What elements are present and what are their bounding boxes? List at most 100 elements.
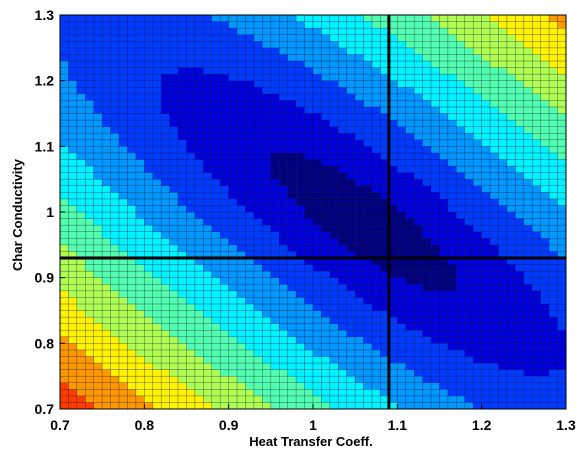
heatmap-cell xyxy=(228,132,238,141)
heatmap-cell xyxy=(194,349,204,357)
heatmap-cell xyxy=(228,218,238,226)
heatmap-cell xyxy=(295,192,305,200)
heatmap-cell xyxy=(548,211,558,219)
heatmap-cell xyxy=(397,86,407,95)
heatmap-cell xyxy=(515,310,525,318)
heatmap-cell xyxy=(557,277,567,285)
heatmap-cell xyxy=(456,218,466,226)
heatmap-cell xyxy=(456,159,466,167)
heatmap-cell xyxy=(557,178,567,186)
heatmap-cell xyxy=(464,238,474,246)
heatmap-cell xyxy=(211,67,221,75)
heatmap-cell xyxy=(532,152,541,160)
heatmap-cell xyxy=(287,369,297,377)
heatmap-cell xyxy=(338,41,347,49)
heatmap-cell xyxy=(363,119,373,127)
heatmap-cell xyxy=(338,382,347,390)
heatmap-cell xyxy=(532,310,541,318)
heatmap-cell xyxy=(228,375,238,383)
heatmap-cell xyxy=(304,165,314,173)
heatmap-cell xyxy=(76,146,86,154)
heatmap-cell xyxy=(481,54,491,62)
heatmap-cell xyxy=(76,290,86,298)
heatmap-cell xyxy=(253,185,263,193)
heatmap-cell xyxy=(135,356,145,364)
heatmap-cell xyxy=(236,100,246,108)
heatmap-cell xyxy=(447,310,457,318)
heatmap-cell xyxy=(127,277,137,285)
heatmap-cell xyxy=(321,14,331,22)
heatmap-cell xyxy=(346,34,356,42)
heatmap-cell xyxy=(118,27,128,35)
heatmap-cell xyxy=(270,362,280,370)
heatmap-cell xyxy=(236,382,246,390)
heatmap-cell xyxy=(152,231,162,239)
heatmap-cell xyxy=(354,119,364,127)
heatmap-cell xyxy=(160,270,170,278)
heatmap-cell xyxy=(118,67,128,75)
heatmap-cell xyxy=(354,211,364,219)
heatmap-cell xyxy=(447,362,457,370)
heatmap-cell xyxy=(456,185,466,193)
heatmap-cell xyxy=(329,47,339,55)
heatmap-cell xyxy=(557,126,567,134)
heatmap-cell xyxy=(262,178,272,186)
heatmap-cell xyxy=(253,93,263,101)
heatmap-cell xyxy=(321,402,331,410)
heatmap-cell xyxy=(422,146,432,154)
heatmap-cell xyxy=(253,316,263,324)
heatmap-cell xyxy=(430,231,440,239)
heatmap-cell xyxy=(177,303,187,311)
heatmap-cell xyxy=(160,316,170,324)
heatmap-cell xyxy=(506,54,516,62)
heatmap-cell xyxy=(135,21,145,29)
heatmap-cell xyxy=(93,349,103,357)
heatmap-cell xyxy=(464,126,474,134)
heatmap-cell xyxy=(321,264,331,272)
heatmap-cell xyxy=(236,159,246,167)
heatmap-cell xyxy=(101,343,111,351)
heatmap-cell xyxy=(169,113,179,121)
heatmap-cell xyxy=(422,47,432,55)
heatmap-cell xyxy=(270,165,280,173)
heatmap-cell xyxy=(304,146,314,154)
heatmap-cell xyxy=(194,67,204,75)
heatmap-cell xyxy=(203,126,213,134)
heatmap-cell xyxy=(489,277,499,285)
heatmap-cell xyxy=(236,395,246,403)
heatmap-cell xyxy=(262,159,272,167)
heatmap-cell xyxy=(456,178,466,186)
heatmap-cell xyxy=(135,60,145,68)
heatmap-cell xyxy=(85,21,94,29)
heatmap-cell xyxy=(160,60,170,68)
heatmap-cell xyxy=(321,336,331,344)
heatmap-cell xyxy=(59,395,69,403)
heatmap-cell xyxy=(295,205,305,213)
heatmap-cell xyxy=(152,100,162,108)
heatmap-cell xyxy=(464,139,474,147)
heatmap-cell xyxy=(144,329,154,338)
heatmap-cell xyxy=(295,41,305,49)
heatmap-cell xyxy=(304,316,314,324)
heatmap-cell xyxy=(456,270,466,278)
heatmap-cell xyxy=(118,205,128,213)
heatmap-cell xyxy=(354,132,364,141)
heatmap-cell xyxy=(489,192,499,200)
heatmap-cell xyxy=(219,192,229,200)
heatmap-cell xyxy=(346,132,356,141)
heatmap-cell xyxy=(532,67,541,75)
heatmap-cell xyxy=(262,54,272,62)
heatmap-cell xyxy=(219,343,229,351)
heatmap-cell xyxy=(262,67,272,75)
heatmap-cell xyxy=(413,211,423,219)
heatmap-cell xyxy=(211,356,221,364)
heatmap-cell xyxy=(177,146,187,154)
heatmap-cell xyxy=(489,106,499,114)
heatmap-cell xyxy=(135,362,145,370)
heatmap-cell xyxy=(85,389,94,397)
heatmap-cell xyxy=(447,277,457,285)
heatmap-cell xyxy=(118,336,128,344)
heatmap-cell xyxy=(203,382,213,390)
heatmap-cell xyxy=(354,349,364,357)
heatmap-cell xyxy=(194,264,204,272)
